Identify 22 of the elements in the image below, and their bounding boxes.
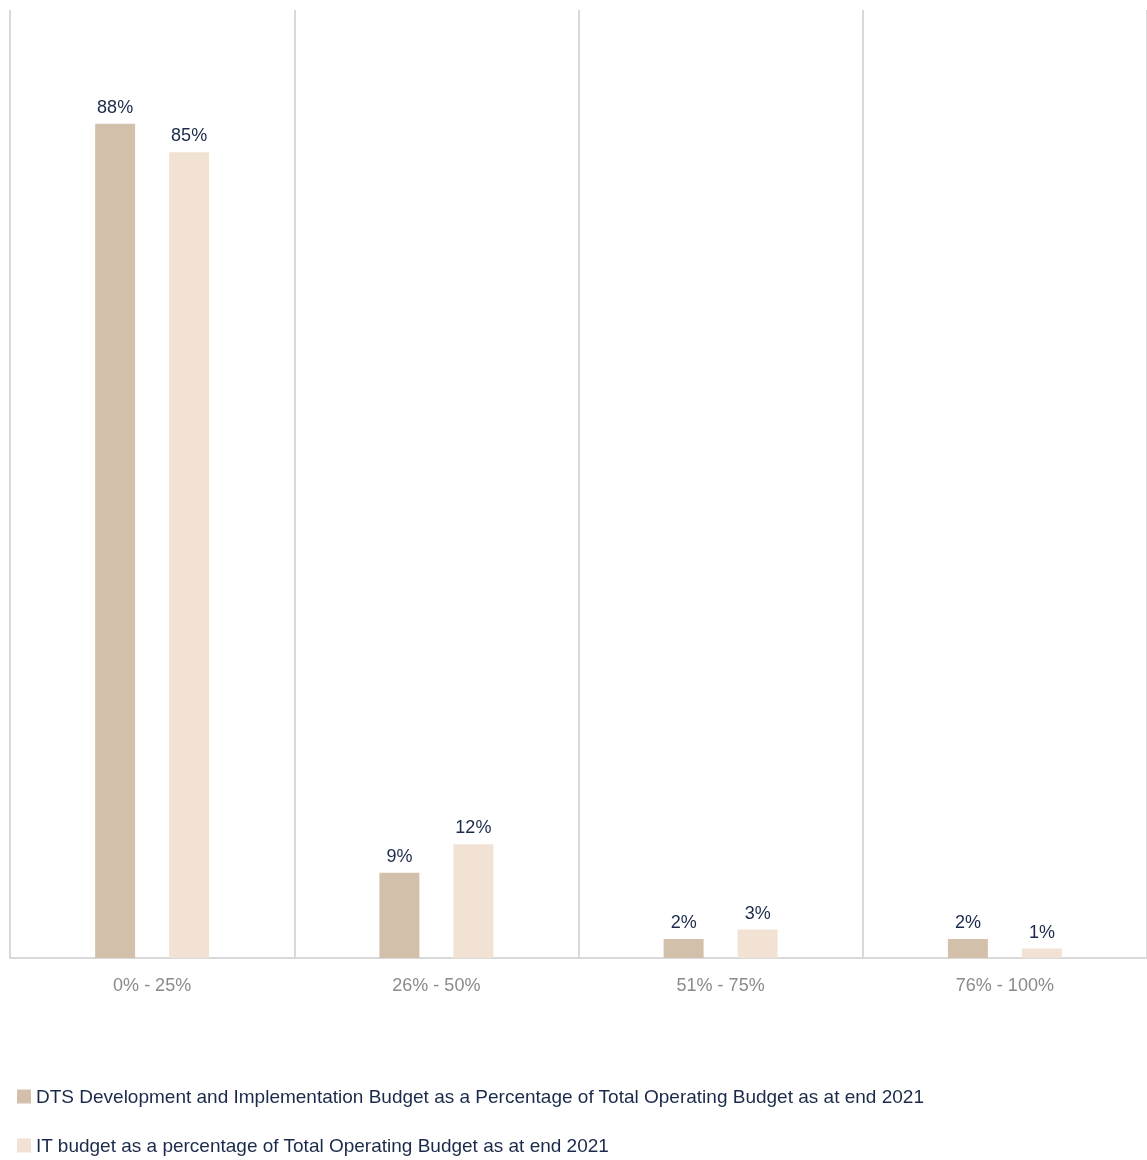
legend-label: DTS Development and Implementation Budget as a Percentage of Total Operating Budget as at end 2021: [36, 1086, 924, 1107]
bar: [379, 872, 420, 958]
x-tick-label: 0% - 25%: [113, 975, 192, 995]
bar: [453, 844, 494, 958]
data-label: 85%: [171, 125, 208, 146]
data-label: 1%: [1028, 921, 1055, 942]
data-label: 12%: [455, 817, 492, 838]
legend-label: IT budget as a percentage of Total Operating Budget as at end 2021: [36, 1135, 609, 1156]
x-tick-label: 76% - 100%: [955, 975, 1054, 995]
data-label: 9%: [386, 845, 413, 866]
data-label: 88%: [97, 96, 134, 117]
x-tick-label: 26% - 50%: [392, 975, 481, 995]
data-label: 2%: [954, 912, 981, 933]
bar: [1021, 948, 1062, 958]
bar: [737, 929, 778, 958]
bar: [663, 939, 704, 958]
bar: [947, 939, 988, 958]
bar: [95, 123, 136, 958]
data-label: 3%: [744, 902, 771, 923]
x-tick-label: 51% - 75%: [676, 975, 765, 995]
bar: [169, 152, 210, 958]
data-label: 2%: [670, 912, 697, 933]
